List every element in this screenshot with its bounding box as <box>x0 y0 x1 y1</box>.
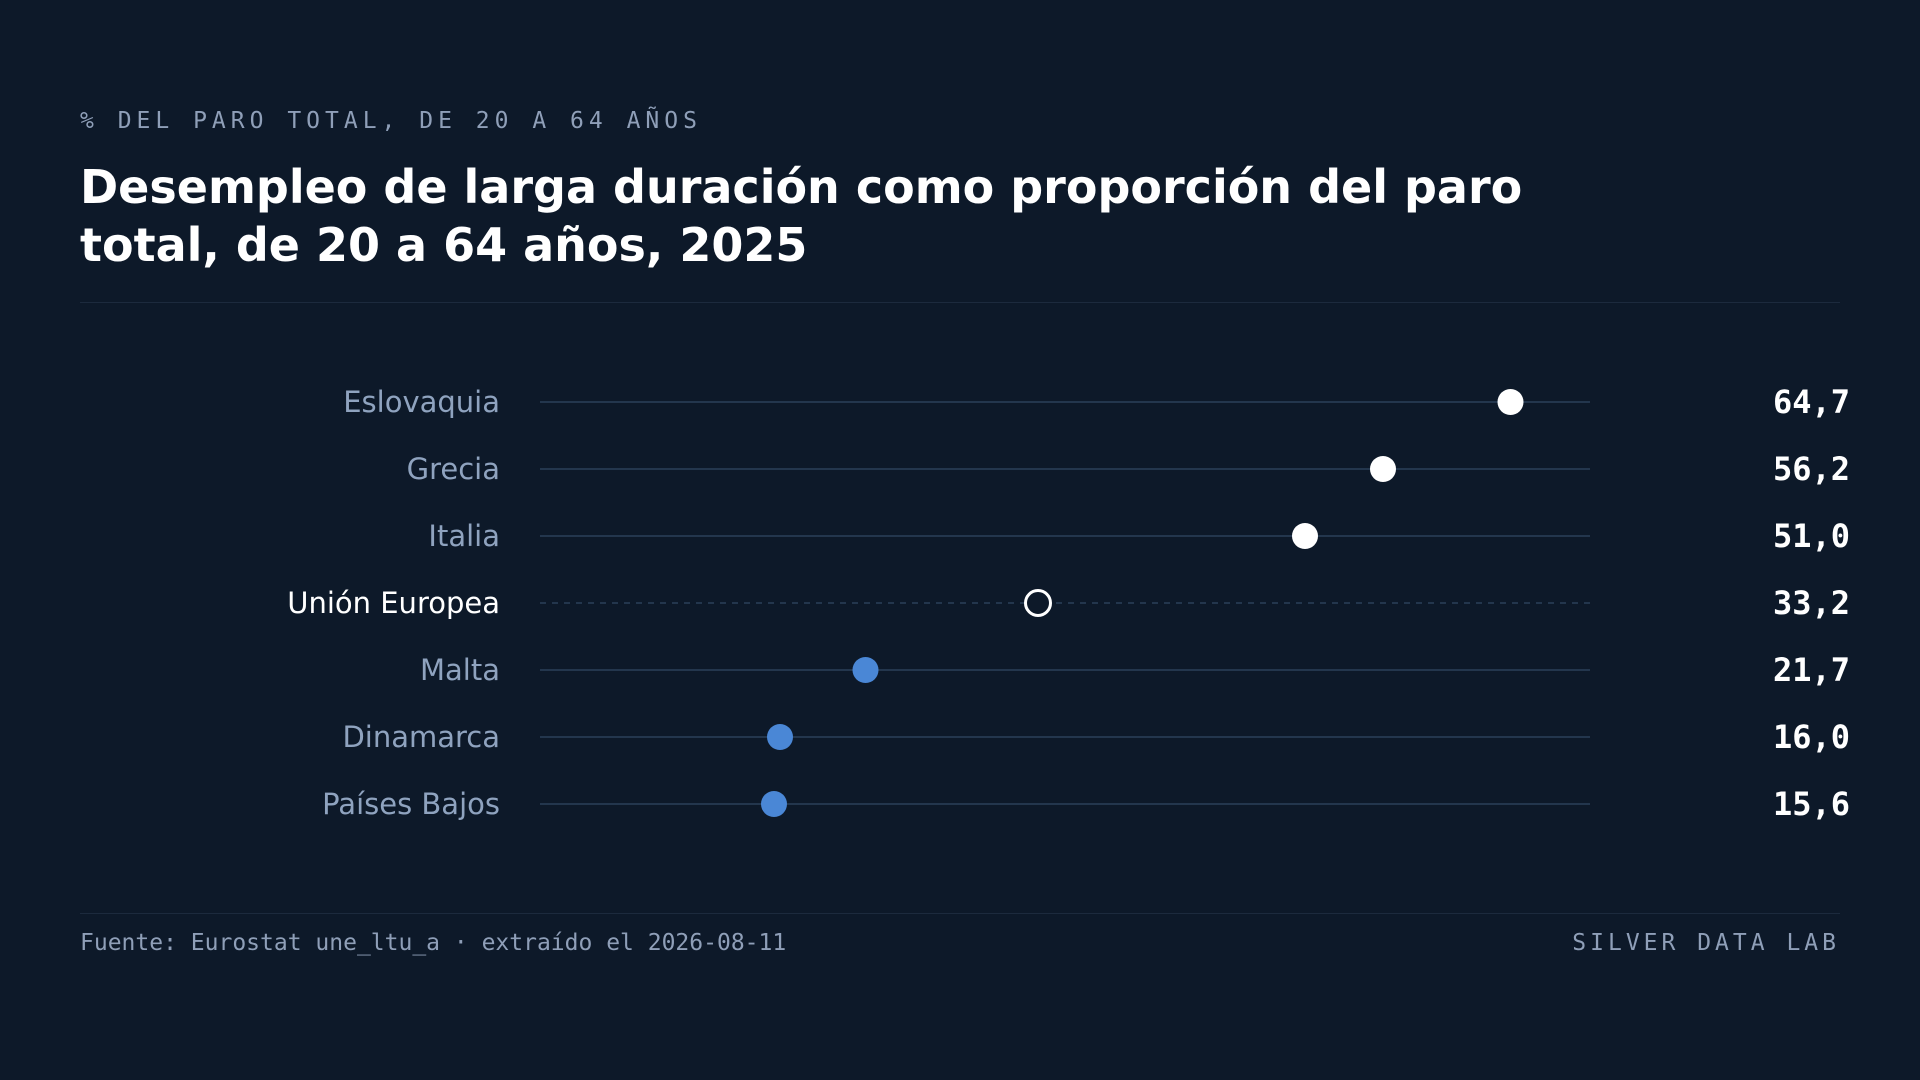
value-label-italia: 51,0 <box>1773 517 1850 555</box>
value-label-dinamarca: 16,0 <box>1773 718 1850 756</box>
value-label-grecia: 56,2 <box>1773 450 1850 488</box>
data-point-paises-bajos <box>761 791 787 817</box>
source-note: Fuente: Eurostat une_ltu_a · extraído el… <box>80 930 787 956</box>
category-label-italia: Italia <box>428 519 500 553</box>
dot-plot-chart: Eslovaquia 64,7 Grecia 56,2 Italia 51,0 Unión … <box>287 383 1850 823</box>
value-label-eslovaquia: 64,7 <box>1773 383 1850 421</box>
data-point-malta <box>852 657 879 683</box>
category-label-union-europea: Unión Europea <box>287 586 500 620</box>
value-label-malta: 21,7 <box>1773 651 1850 689</box>
data-point-eslovaquia <box>1497 389 1524 415</box>
category-label-eslovaquia: Eslovaquia <box>343 385 500 419</box>
data-point-union-europea <box>1024 589 1052 617</box>
header-divider <box>80 302 1840 303</box>
value-label-union-europea: 33,2 <box>1773 584 1850 622</box>
category-label-grecia: Grecia <box>407 452 500 486</box>
category-label-dinamarca: Dinamarca <box>342 720 500 754</box>
brand-label: SILVER DATA LAB <box>1572 930 1840 956</box>
footer-divider <box>80 913 1840 914</box>
category-label-paises-bajos: Países Bajos <box>322 787 500 821</box>
chart-eyebrow: % DEL PARO TOTAL, DE 20 A 64 AÑOS <box>80 108 702 134</box>
data-point-italia <box>1292 523 1318 549</box>
data-point-dinamarca <box>767 724 793 750</box>
value-label-paises-bajos: 15,6 <box>1773 785 1850 823</box>
category-label-malta: Malta <box>420 653 500 687</box>
chart-title: Desempleo de larga duración como proporc… <box>80 160 1523 272</box>
data-point-grecia <box>1370 456 1396 482</box>
